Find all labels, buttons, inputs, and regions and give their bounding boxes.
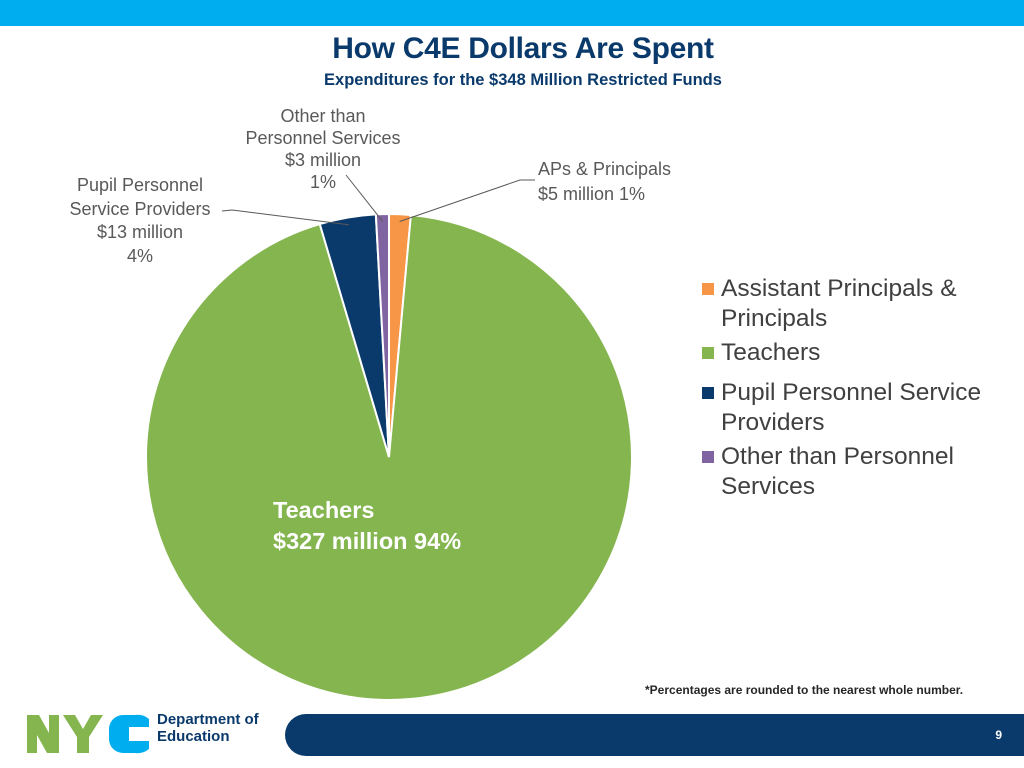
department-name: Department of Education xyxy=(157,711,259,745)
data-label-aps: APs & Principals $5 million 1% xyxy=(538,157,671,207)
legend-swatch xyxy=(702,283,714,295)
legend-label: Other than Personnel Services xyxy=(721,443,954,500)
data-label-line: $3 million xyxy=(284,150,362,170)
data-label-line: Pupil Personnel xyxy=(76,175,204,195)
data-label-line: Other than xyxy=(280,106,366,126)
legend-item-pupil: Pupil Personnel Service Providers xyxy=(702,378,1012,438)
footnote: *Percentages are rounded to the nearest … xyxy=(645,683,964,697)
slice-otps xyxy=(374,212,390,458)
leader-line-otps xyxy=(345,174,384,222)
department-line: Education xyxy=(157,728,230,745)
department-line: Department of xyxy=(157,711,259,728)
legend-label: Pupil Personnel Service Providers xyxy=(721,379,982,436)
data-label-line: APs & Principals xyxy=(538,159,672,179)
legend-swatch xyxy=(702,347,714,359)
leader-line-pupil xyxy=(221,209,349,226)
data-label-line: 1% xyxy=(309,172,336,192)
slice-teachers xyxy=(145,213,633,701)
legend-label: Assistant Principals & Principals xyxy=(721,275,957,332)
footer-bar: 9 xyxy=(285,714,1024,756)
legend-item-aps: Assistant Principals & Principals xyxy=(702,274,1012,334)
page-title: How C4E Dollars Are Spent xyxy=(332,32,714,65)
legend-item-teachers: Teachers xyxy=(702,338,1012,368)
nyc-doe-logo xyxy=(27,714,149,754)
data-label-line: Teachers xyxy=(273,497,375,523)
data-label-pupil: Pupil Personnel Service Providers $13 mi… xyxy=(60,174,220,268)
page-number: 9 xyxy=(995,728,1002,742)
top-accent-bar xyxy=(0,0,1024,26)
legend-swatch xyxy=(702,451,714,463)
chart-legend: Assistant Principals & Principals Teache… xyxy=(702,274,1012,502)
legend-item-otps: Other than Personnel Services xyxy=(702,442,1012,502)
data-label-line: 4% xyxy=(126,245,153,266)
data-label-line: $5 million 1% xyxy=(538,184,646,204)
leader-line-aps xyxy=(399,179,535,223)
data-label-line: $327 million 94% xyxy=(273,528,462,554)
page-subtitle: Expenditures for the $348 Million Restri… xyxy=(324,71,722,89)
legend-swatch xyxy=(702,387,714,399)
data-label-line: $13 million xyxy=(96,222,184,242)
data-label-line: Personnel Services xyxy=(245,128,401,148)
data-label-teachers: Teachers $327 million 94% xyxy=(273,495,461,557)
data-label-line: Service Providers xyxy=(69,198,211,219)
nyc-logo-icon xyxy=(27,714,149,754)
data-label-otps: Other than Personnel Services $3 million… xyxy=(238,105,408,193)
legend-label: Teachers xyxy=(721,339,821,366)
